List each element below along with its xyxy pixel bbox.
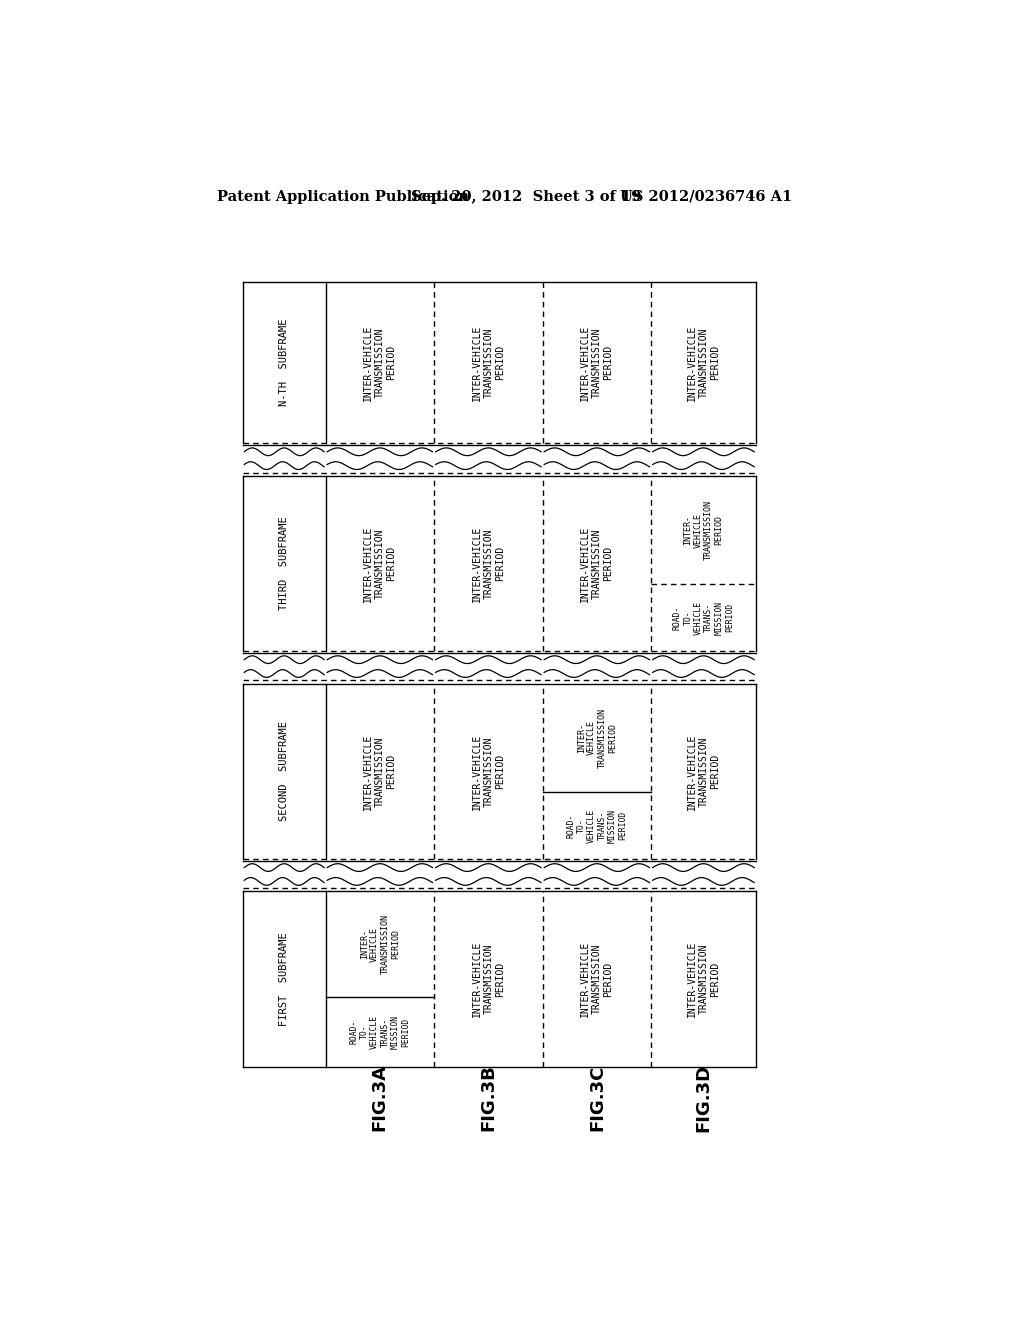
- Text: INTER-
VEHICLE
TRANSMISSION
PERIOD: INTER- VEHICLE TRANSMISSION PERIOD: [359, 915, 400, 974]
- Text: INTER-VEHICLE
TRANSMISSION
PERIOD: INTER-VEHICLE TRANSMISSION PERIOD: [581, 525, 613, 602]
- Text: INTER-VEHICLE
TRANSMISSION
PERIOD: INTER-VEHICLE TRANSMISSION PERIOD: [472, 325, 505, 401]
- Text: INTER-VEHICLE
TRANSMISSION
PERIOD: INTER-VEHICLE TRANSMISSION PERIOD: [687, 325, 720, 401]
- Text: INTER-VEHICLE
TRANSMISSION
PERIOD: INTER-VEHICLE TRANSMISSION PERIOD: [687, 941, 720, 1018]
- Text: N-TH  SUBFRAME: N-TH SUBFRAME: [280, 318, 289, 407]
- Text: ROAD-
TO-
VEHICLE
TRANS-
MISSION
PERIOD: ROAD- TO- VEHICLE TRANS- MISSION PERIOD: [349, 1015, 411, 1049]
- Text: ROAD-
TO-
VEHICLE
TRANS-
MISSION
PERIOD: ROAD- TO- VEHICLE TRANS- MISSION PERIOD: [673, 601, 734, 635]
- Text: INTER-
VEHICLE
TRANSMISSION
PERIOD: INTER- VEHICLE TRANSMISSION PERIOD: [683, 500, 724, 560]
- Text: INTER-VEHICLE
TRANSMISSION
PERIOD: INTER-VEHICLE TRANSMISSION PERIOD: [364, 525, 396, 602]
- Text: INTER-VEHICLE
TRANSMISSION
PERIOD: INTER-VEHICLE TRANSMISSION PERIOD: [364, 325, 396, 401]
- Text: INTER-VEHICLE
TRANSMISSION
PERIOD: INTER-VEHICLE TRANSMISSION PERIOD: [472, 941, 505, 1018]
- Text: INTER-
VEHICLE
TRANSMISSION
PERIOD: INTER- VEHICLE TRANSMISSION PERIOD: [577, 708, 617, 768]
- Text: INTER-VEHICLE
TRANSMISSION
PERIOD: INTER-VEHICLE TRANSMISSION PERIOD: [581, 325, 613, 401]
- Text: INTER-VEHICLE
TRANSMISSION
PERIOD: INTER-VEHICLE TRANSMISSION PERIOD: [364, 733, 396, 809]
- Text: FIG.3A: FIG.3A: [371, 1064, 389, 1131]
- Text: FIG.3B: FIG.3B: [479, 1064, 498, 1131]
- Text: INTER-VEHICLE
TRANSMISSION
PERIOD: INTER-VEHICLE TRANSMISSION PERIOD: [581, 941, 613, 1018]
- Text: US 2012/0236746 A1: US 2012/0236746 A1: [621, 190, 793, 203]
- Text: INTER-VEHICLE
TRANSMISSION
PERIOD: INTER-VEHICLE TRANSMISSION PERIOD: [687, 733, 720, 809]
- Text: FIG.3D: FIG.3D: [694, 1064, 713, 1131]
- Text: FIRST  SUBFRAME: FIRST SUBFRAME: [280, 932, 289, 1026]
- Text: SECOND  SUBFRAME: SECOND SUBFRAME: [280, 721, 289, 821]
- Text: Patent Application Publication: Patent Application Publication: [217, 190, 469, 203]
- Text: INTER-VEHICLE
TRANSMISSION
PERIOD: INTER-VEHICLE TRANSMISSION PERIOD: [472, 525, 505, 602]
- Text: INTER-VEHICLE
TRANSMISSION
PERIOD: INTER-VEHICLE TRANSMISSION PERIOD: [472, 733, 505, 809]
- Text: THIRD  SUBFRAME: THIRD SUBFRAME: [280, 516, 289, 610]
- Text: ROAD-
TO-
VEHICLE
TRANS-
MISSION
PERIOD: ROAD- TO- VEHICLE TRANS- MISSION PERIOD: [566, 809, 628, 842]
- Text: FIG.3C: FIG.3C: [588, 1065, 606, 1131]
- Text: Sep. 20, 2012  Sheet 3 of 19: Sep. 20, 2012 Sheet 3 of 19: [411, 190, 641, 203]
